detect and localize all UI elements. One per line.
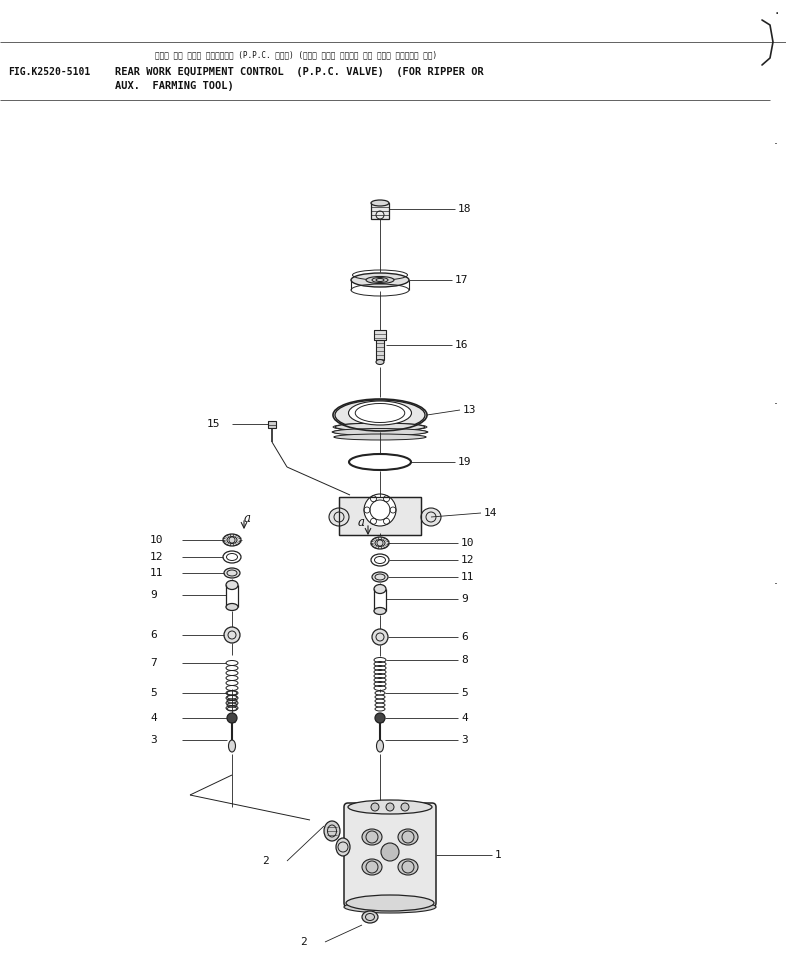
Ellipse shape xyxy=(376,360,384,365)
Ellipse shape xyxy=(324,821,340,841)
Text: 6: 6 xyxy=(150,630,156,640)
Text: 6: 6 xyxy=(461,632,468,642)
Bar xyxy=(376,340,384,360)
Ellipse shape xyxy=(376,740,384,752)
Text: 12: 12 xyxy=(461,555,475,565)
Circle shape xyxy=(381,843,399,861)
Text: 2: 2 xyxy=(262,856,269,866)
Text: 19: 19 xyxy=(458,457,472,467)
Bar xyxy=(339,497,421,535)
Text: .: . xyxy=(774,573,778,587)
Text: 3: 3 xyxy=(150,735,156,745)
Ellipse shape xyxy=(346,895,434,911)
Ellipse shape xyxy=(362,829,382,845)
Text: .: . xyxy=(774,3,778,17)
Ellipse shape xyxy=(226,604,238,610)
Ellipse shape xyxy=(362,859,382,875)
Text: 1: 1 xyxy=(495,850,501,860)
Ellipse shape xyxy=(348,401,412,425)
Text: 3: 3 xyxy=(461,735,468,745)
Ellipse shape xyxy=(334,435,426,439)
Text: 11: 11 xyxy=(150,568,163,578)
Ellipse shape xyxy=(224,568,240,578)
Circle shape xyxy=(224,627,240,643)
Circle shape xyxy=(372,629,388,645)
Text: 2: 2 xyxy=(300,937,307,947)
Text: 11: 11 xyxy=(461,572,475,582)
Circle shape xyxy=(386,803,394,811)
Text: 10: 10 xyxy=(461,538,475,548)
Text: 13: 13 xyxy=(463,405,476,415)
Text: .: . xyxy=(774,134,778,146)
Ellipse shape xyxy=(334,434,426,440)
Text: 17: 17 xyxy=(455,275,468,285)
Ellipse shape xyxy=(371,537,389,549)
Ellipse shape xyxy=(344,901,436,913)
Ellipse shape xyxy=(351,273,409,287)
Ellipse shape xyxy=(374,607,386,614)
Text: a: a xyxy=(358,517,365,529)
Ellipse shape xyxy=(332,429,428,435)
Text: 12: 12 xyxy=(150,552,163,562)
Ellipse shape xyxy=(335,400,425,430)
Text: 16: 16 xyxy=(455,340,468,350)
Ellipse shape xyxy=(336,838,350,856)
Circle shape xyxy=(371,803,379,811)
Text: 9: 9 xyxy=(461,594,468,604)
Ellipse shape xyxy=(333,428,427,436)
Circle shape xyxy=(227,713,237,723)
Bar xyxy=(339,497,421,535)
Ellipse shape xyxy=(229,740,236,752)
Ellipse shape xyxy=(335,423,425,431)
Text: 4: 4 xyxy=(461,713,468,723)
Text: 15: 15 xyxy=(207,419,221,429)
Ellipse shape xyxy=(372,572,388,582)
Text: .: . xyxy=(774,394,778,407)
FancyBboxPatch shape xyxy=(344,803,436,907)
Bar xyxy=(374,330,386,340)
Bar xyxy=(268,421,276,428)
Text: 5: 5 xyxy=(461,688,468,698)
Text: 4: 4 xyxy=(150,713,156,723)
Text: 18: 18 xyxy=(458,204,472,214)
Ellipse shape xyxy=(421,508,441,526)
Ellipse shape xyxy=(371,200,389,206)
Text: 7: 7 xyxy=(150,658,156,668)
Ellipse shape xyxy=(223,534,241,546)
Ellipse shape xyxy=(329,508,349,526)
Ellipse shape xyxy=(374,584,386,594)
Ellipse shape xyxy=(366,277,394,284)
Circle shape xyxy=(364,494,396,526)
Text: REAR WORK EQUIPMENT CONTROL  (P.P.C. VALVE)  (FOR RIPPER OR: REAR WORK EQUIPMENT CONTROL (P.P.C. VALV… xyxy=(115,67,483,77)
Text: 9: 9 xyxy=(150,590,156,600)
Text: 8: 8 xyxy=(461,655,468,665)
Ellipse shape xyxy=(398,829,418,845)
Ellipse shape xyxy=(398,859,418,875)
Bar xyxy=(371,203,389,219)
Circle shape xyxy=(401,803,409,811)
Text: 10: 10 xyxy=(150,535,163,545)
Ellipse shape xyxy=(333,423,427,431)
Ellipse shape xyxy=(362,911,378,923)
Text: AUX.  FARMING TOOL): AUX. FARMING TOOL) xyxy=(115,81,233,91)
Circle shape xyxy=(375,713,385,723)
Ellipse shape xyxy=(226,580,238,590)
Ellipse shape xyxy=(348,800,432,814)
Text: 5: 5 xyxy=(150,688,156,698)
Text: 14: 14 xyxy=(484,508,498,518)
Text: a: a xyxy=(244,512,251,525)
Text: リヤー サギ ヨウキ コントロール (P.P.C. バルブ) (リッパ マタハ ノウコウ サギ ヨウキ ソウチャク ヨウ): リヤー サギ ヨウキ コントロール (P.P.C. バルブ) (リッパ マタハ … xyxy=(155,51,437,59)
Text: FIG.K2520-5101: FIG.K2520-5101 xyxy=(8,67,90,77)
